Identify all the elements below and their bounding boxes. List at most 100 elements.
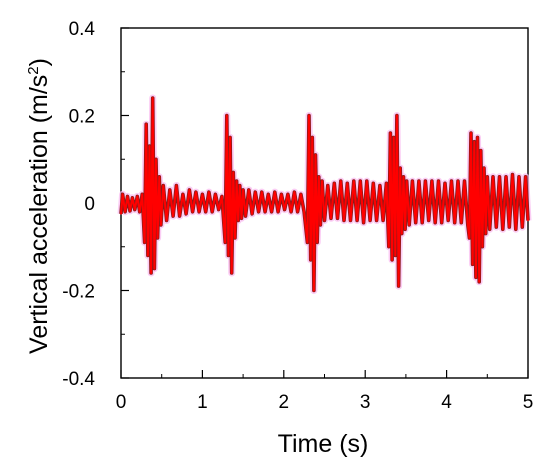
data-point <box>476 136 479 139</box>
data-point <box>467 224 469 226</box>
data-point <box>248 189 250 191</box>
data-point <box>478 281 481 283</box>
data-point <box>396 114 398 117</box>
data-point <box>239 184 241 187</box>
data-point <box>389 132 392 134</box>
data-point <box>401 232 403 235</box>
data-point <box>330 217 332 220</box>
y-tick-label: -0.2 <box>62 282 95 303</box>
data-point <box>261 191 263 193</box>
data-point <box>518 176 520 178</box>
data-point <box>372 182 375 185</box>
data-point <box>153 267 156 270</box>
data-point <box>411 180 414 182</box>
data-point <box>524 176 527 178</box>
data-point <box>481 245 484 248</box>
data-point <box>356 219 358 222</box>
x-tick-label: 2 <box>279 392 290 413</box>
data-point <box>254 191 257 193</box>
data-point <box>235 180 238 182</box>
data-point <box>321 180 323 182</box>
data-point <box>353 180 355 182</box>
data-point <box>316 241 319 244</box>
data-point <box>440 221 443 224</box>
data-point <box>505 176 507 178</box>
data-point <box>375 219 378 222</box>
data-point <box>402 176 405 178</box>
data-point <box>333 182 336 185</box>
data-point <box>463 180 466 182</box>
data-point <box>121 193 124 196</box>
data-point <box>488 228 491 231</box>
data-point <box>340 180 342 182</box>
y-axis-title-main: Vertical acceleration (m/s <box>25 75 53 354</box>
data-point <box>527 219 529 222</box>
data-point <box>191 211 194 213</box>
data-point <box>204 211 207 213</box>
data-point <box>201 193 204 196</box>
data-point <box>221 195 223 198</box>
data-point <box>369 219 371 222</box>
data-point <box>495 226 498 228</box>
y-tick-label: -0.4 <box>62 369 95 390</box>
x-tick-label: 5 <box>523 392 534 413</box>
y-tick-label: 0 <box>84 194 95 215</box>
data-point <box>143 241 146 244</box>
data-point <box>306 241 309 244</box>
y-tick-label: 0.2 <box>69 107 95 128</box>
data-point <box>178 215 181 217</box>
data-point <box>319 224 322 226</box>
data-point <box>124 211 126 213</box>
data-point <box>447 219 450 222</box>
data-point <box>404 228 406 231</box>
data-point <box>158 176 161 178</box>
data-point <box>141 193 143 196</box>
data-point <box>126 195 129 198</box>
data-point <box>486 176 489 178</box>
data-point <box>217 208 220 211</box>
data-point <box>318 176 320 178</box>
data-point <box>366 180 368 182</box>
data-point <box>343 219 345 222</box>
data-point <box>468 237 471 239</box>
data-point <box>391 259 393 261</box>
data-point <box>182 193 184 196</box>
data-point <box>460 221 463 224</box>
data-point <box>280 193 283 196</box>
data-point <box>405 180 408 182</box>
data-point <box>308 114 310 117</box>
data-point <box>240 217 243 220</box>
series-layer <box>117 94 532 294</box>
data-point <box>359 180 362 182</box>
data-point <box>453 221 456 224</box>
y-tick-label: 0.4 <box>69 19 96 40</box>
data-point <box>287 193 289 196</box>
data-point <box>309 259 312 261</box>
tick-labels: 0 1 2 3 4 5 0.4 0.2 0 -0.2 -0.4 <box>62 19 533 413</box>
data-point <box>242 189 244 191</box>
data-point <box>382 219 384 222</box>
data-point <box>521 226 524 228</box>
data-point <box>232 171 235 174</box>
data-point <box>300 193 302 196</box>
data-point <box>336 217 339 220</box>
data-point <box>473 140 476 143</box>
data-point <box>138 211 141 213</box>
data-point <box>346 182 349 185</box>
data-point <box>314 154 317 156</box>
x-tick-label: 4 <box>441 392 452 413</box>
data-point <box>311 136 314 139</box>
data-point <box>399 167 402 169</box>
data-point <box>237 219 239 222</box>
data-point <box>397 285 400 287</box>
data-point <box>388 245 390 248</box>
data-point <box>283 208 286 211</box>
data-point <box>147 254 149 257</box>
data-point <box>151 97 154 99</box>
y-axis-title-close: ) <box>25 58 53 66</box>
x-tick-label: 3 <box>360 392 371 413</box>
data-point <box>483 167 485 169</box>
data-point <box>211 211 213 213</box>
data-point <box>224 241 226 244</box>
data-point <box>214 193 217 196</box>
